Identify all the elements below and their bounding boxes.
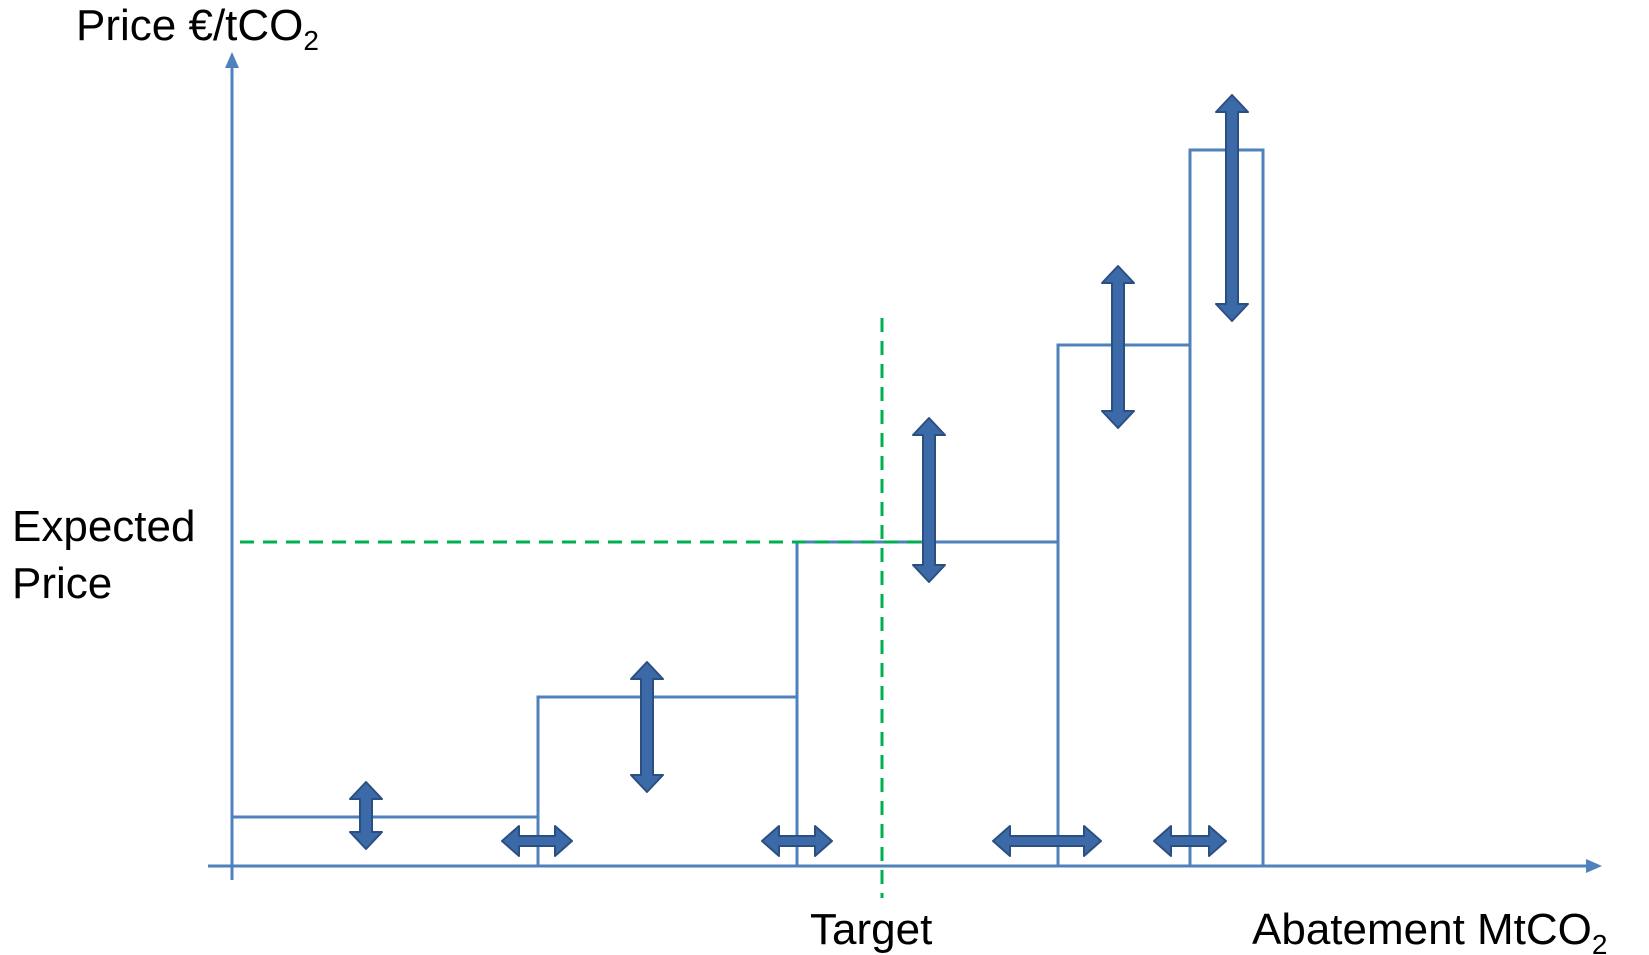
x-axis-label-subscript: 2 [1592, 929, 1608, 955]
expected-price-label-line2: Price [12, 559, 112, 608]
target-label: Target [810, 905, 932, 954]
double-headed-horizontal-arrow-icon [501, 825, 573, 857]
y-axis-label-subscript: 2 [303, 25, 319, 56]
x-axis-label: Abatement MtCO2 [1252, 905, 1607, 955]
quantity-uncertainty-arrows [501, 825, 1227, 857]
x-axis-arrowhead [1586, 859, 1602, 873]
double-headed-horizontal-arrow-icon [761, 825, 833, 857]
y-axis-arrowhead [225, 52, 239, 68]
reference-lines [240, 318, 930, 898]
abatement-cost-curve [232, 148, 1265, 866]
y-axis-label-main: Price €/tCO [76, 1, 303, 50]
double-headed-horizontal-arrow-icon [992, 825, 1102, 857]
double-headed-vertical-arrow-icon [1101, 265, 1135, 429]
axes [208, 52, 1602, 880]
step-curve [232, 148, 1265, 866]
price-uncertainty-arrows [349, 94, 1249, 850]
double-headed-horizontal-arrow-icon [1153, 825, 1227, 857]
double-headed-vertical-arrow-icon [912, 417, 946, 583]
double-headed-vertical-arrow-icon [1215, 94, 1249, 322]
x-axis-label-main: Abatement MtCO [1252, 905, 1592, 954]
double-headed-vertical-arrow-icon [630, 661, 664, 793]
double-headed-vertical-arrow-icon [349, 781, 383, 850]
y-axis-label: Price €/tCO2 [76, 1, 319, 56]
labels: Price €/tCO2 Expected Price Target Abate… [12, 1, 1607, 955]
expected-price-label-line1: Expected [12, 502, 195, 551]
